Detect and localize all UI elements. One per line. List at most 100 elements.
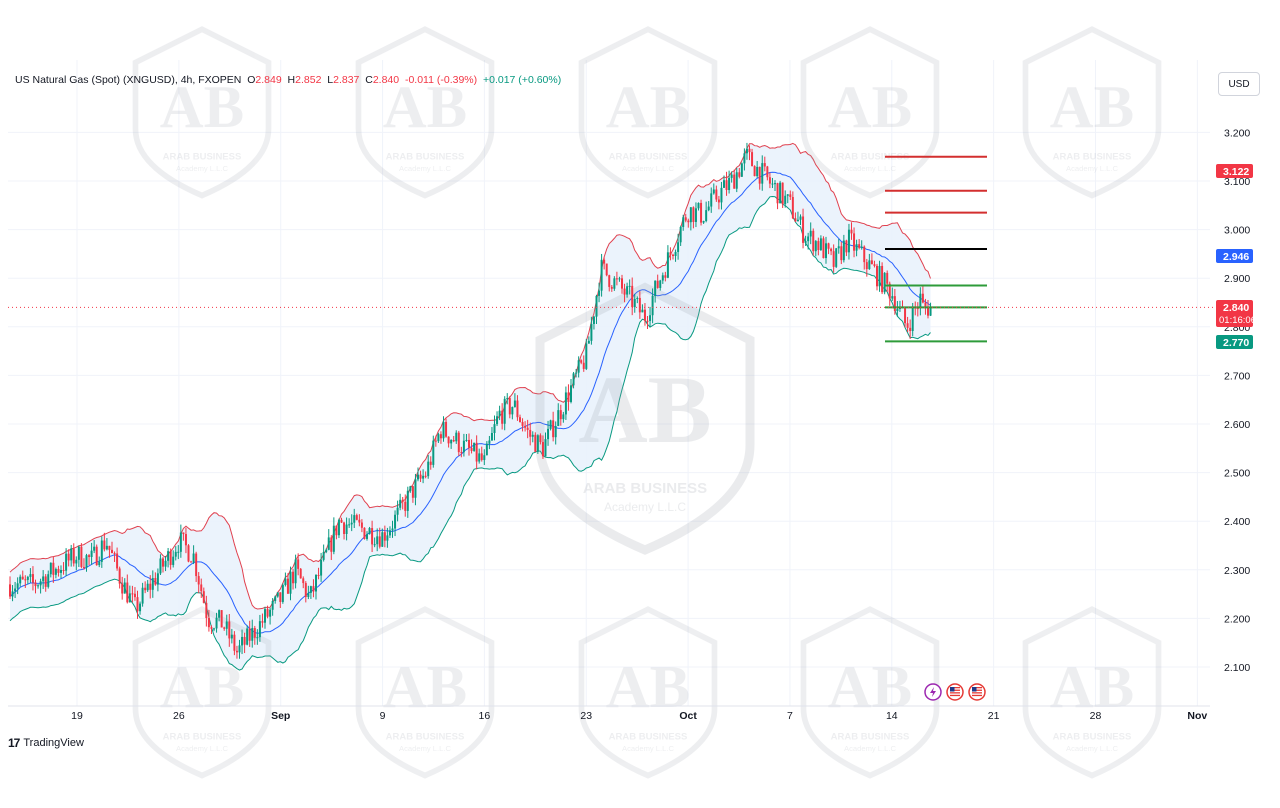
watermark-line2: Academy L.L.C bbox=[399, 744, 451, 753]
candle-body bbox=[740, 163, 743, 177]
candle-body bbox=[309, 586, 312, 593]
candle-body bbox=[858, 244, 861, 248]
candle-body bbox=[366, 534, 368, 539]
watermark-mark: AB bbox=[1050, 74, 1134, 141]
candle-body bbox=[297, 559, 300, 569]
candle-body bbox=[911, 307, 914, 331]
price-tag-upper[interactable]: 3.122 bbox=[1216, 164, 1253, 178]
candle-body bbox=[587, 340, 590, 344]
candle-body bbox=[575, 372, 578, 374]
candle-body bbox=[417, 474, 419, 480]
candle-body bbox=[151, 578, 154, 590]
tradingview-brand[interactable]: 17 TradingView bbox=[8, 736, 84, 750]
candle-body bbox=[508, 398, 511, 415]
candle-body bbox=[878, 265, 881, 287]
candle-body bbox=[123, 582, 126, 594]
candle-body bbox=[883, 272, 886, 293]
candle-body bbox=[870, 260, 873, 265]
flag-stripe bbox=[950, 692, 960, 694]
candle-body bbox=[860, 246, 863, 248]
close-value: 2.840 bbox=[372, 74, 400, 86]
candle-body bbox=[126, 582, 129, 603]
candle-body bbox=[105, 545, 108, 550]
watermark-mark: AB bbox=[383, 654, 467, 721]
candle-body bbox=[886, 272, 889, 284]
candle-body bbox=[9, 584, 11, 597]
candle-body bbox=[322, 552, 325, 560]
candle-body bbox=[605, 263, 608, 276]
candle-body bbox=[355, 515, 358, 520]
candle-body bbox=[432, 440, 435, 465]
candle-body bbox=[830, 248, 833, 252]
candle-body bbox=[317, 574, 320, 576]
candle-body bbox=[603, 259, 606, 264]
lightning-event-icon[interactable] bbox=[924, 683, 942, 701]
candle-body bbox=[220, 610, 223, 628]
candle-body bbox=[401, 499, 404, 502]
price-tag-blue[interactable]: 2.946 bbox=[1216, 249, 1253, 263]
x-tick-label: 26 bbox=[173, 710, 185, 722]
us-flag-event-icon[interactable] bbox=[968, 683, 986, 701]
low-label: L bbox=[327, 74, 334, 86]
candle-body bbox=[774, 183, 776, 185]
x-tick-label: 7 bbox=[787, 710, 793, 722]
candle-body bbox=[39, 581, 42, 586]
candle-body bbox=[391, 528, 394, 531]
candle-body bbox=[536, 435, 539, 452]
candle-body bbox=[809, 230, 812, 237]
watermark-line1: ARAB BUSINESS bbox=[386, 731, 465, 742]
candle-body bbox=[11, 591, 14, 597]
candle-body bbox=[738, 172, 741, 177]
candle-body bbox=[243, 636, 246, 645]
currency-button[interactable]: USD bbox=[1218, 72, 1260, 96]
y-tick-label: 2.600 bbox=[1224, 419, 1250, 431]
candle-body bbox=[131, 593, 134, 595]
candle-body bbox=[292, 571, 295, 584]
us-flag-event-icon[interactable] bbox=[946, 683, 964, 701]
candle-body bbox=[847, 229, 850, 253]
candle-body bbox=[57, 568, 60, 573]
x-tick-label: 23 bbox=[580, 710, 592, 722]
watermark-shield-icon bbox=[355, 606, 495, 779]
candle-body bbox=[735, 172, 738, 189]
watermark: AB ARAB BUSINESS Academy L.L.C bbox=[578, 606, 718, 779]
candle-body bbox=[893, 296, 896, 312]
candle-body bbox=[661, 275, 664, 281]
candle-body bbox=[182, 532, 185, 535]
candle-body bbox=[289, 571, 292, 594]
candle-body bbox=[600, 259, 603, 291]
candle-body bbox=[804, 241, 807, 243]
candle-body bbox=[85, 555, 88, 568]
event-icon-ring bbox=[946, 683, 964, 701]
price-tag-blue-bg bbox=[1216, 249, 1253, 263]
watermark-shield-icon bbox=[1022, 606, 1162, 779]
candle-body bbox=[218, 610, 221, 618]
candle-body bbox=[169, 551, 172, 565]
candle-body bbox=[358, 519, 361, 523]
candle-body bbox=[751, 152, 754, 167]
candle-body bbox=[286, 578, 289, 594]
candle-body bbox=[141, 587, 144, 604]
watermark-shield-icon bbox=[535, 282, 755, 555]
candle-body bbox=[570, 385, 572, 402]
candle-body bbox=[919, 293, 922, 309]
candle-body bbox=[465, 439, 468, 441]
candle-body bbox=[230, 634, 233, 639]
watermark: AB ARAB BUSINESS Academy L.L.C bbox=[132, 26, 272, 199]
y-tick-label: 2.300 bbox=[1224, 565, 1250, 577]
candle-body bbox=[274, 596, 277, 601]
open-label: O bbox=[247, 74, 256, 86]
candle-body bbox=[294, 559, 297, 584]
change-secondary: +0.017 (+0.60%) bbox=[482, 74, 562, 86]
candle-body bbox=[549, 420, 552, 429]
candle-body bbox=[82, 566, 85, 568]
price-tag-lower[interactable]: 2.770 bbox=[1216, 335, 1253, 349]
candle-body bbox=[320, 559, 323, 576]
candle-body bbox=[763, 163, 766, 167]
candle-body bbox=[807, 236, 810, 242]
candle-body bbox=[164, 560, 167, 567]
candle-body bbox=[513, 400, 516, 407]
